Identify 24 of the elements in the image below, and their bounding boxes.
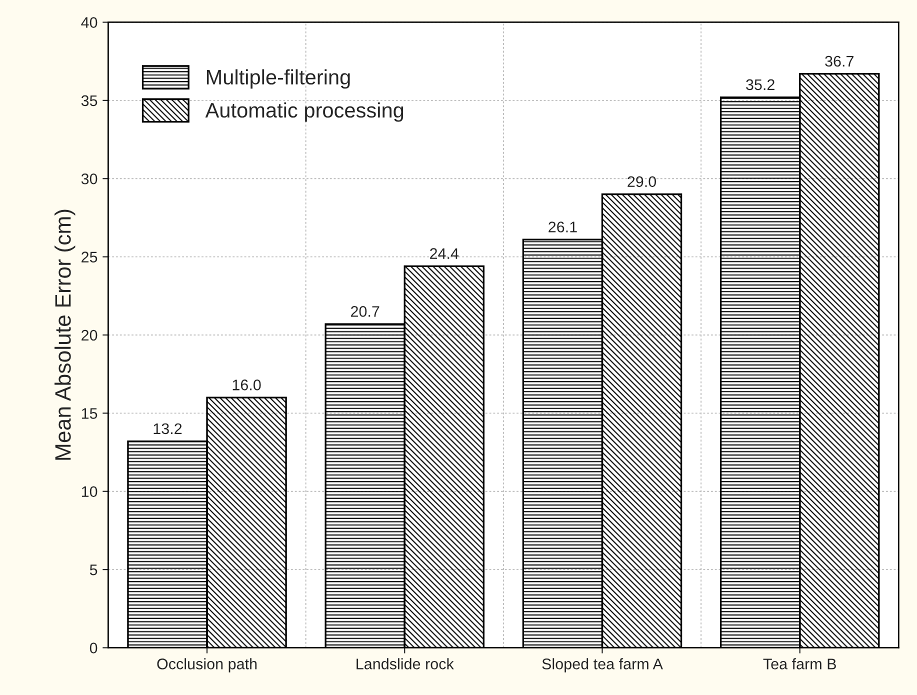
y-tick-label: 25	[82, 252, 98, 262]
x-tick-label: Occlusion path	[157, 658, 257, 672]
x-tick-label: Sloped tea farm A	[542, 658, 663, 672]
y-tick-label: 35	[81, 95, 98, 106]
y-tick-label: 0	[90, 642, 98, 654]
y-axis-title: Mean Absolute Error (cm)	[54, 210, 76, 460]
x-tick-label: Tea farm B	[763, 658, 836, 670]
data-label: 20.7	[351, 306, 380, 317]
data-label: 36.7	[825, 56, 854, 67]
data-label: 35.2	[746, 79, 774, 90]
y-tick-label: 10	[82, 486, 98, 498]
y-tick-label: 5	[90, 564, 98, 576]
data-label: 13.2	[154, 423, 182, 434]
data-label: 16.0	[232, 380, 261, 390]
y-tick-label: 30	[81, 173, 98, 184]
y-tick-label: 20	[82, 330, 98, 341]
legend-label: Multiple-filtering	[206, 69, 350, 89]
y-tick-label: 40	[81, 17, 98, 28]
data-label: 24.4	[430, 248, 459, 259]
x-tick-label: Landslide rock	[356, 658, 454, 670]
data-label: 29.0	[628, 176, 656, 188]
legend-label: Automatic processing	[205, 102, 404, 122]
y-tick-label: 15	[82, 408, 98, 419]
data-label: 26.1	[548, 222, 577, 232]
